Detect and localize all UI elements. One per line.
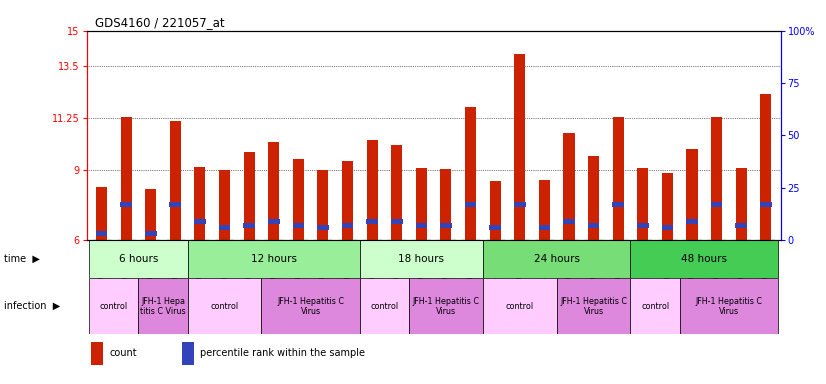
Bar	[317, 225, 329, 230]
Bar	[539, 225, 550, 230]
Bar	[194, 167, 206, 240]
Bar	[121, 202, 132, 207]
Text: JFH-1 Hepatitis C
Virus: JFH-1 Hepatitis C Virus	[560, 296, 627, 316]
Bar	[637, 168, 648, 240]
Bar	[188, 240, 360, 278]
Text: 18 hours: 18 hours	[398, 254, 444, 264]
Text: 24 hours: 24 hours	[534, 254, 580, 264]
Text: JFH-1 Hepatitis C
Virus: JFH-1 Hepatitis C Virus	[695, 296, 762, 316]
Bar	[409, 278, 483, 334]
Bar	[490, 181, 501, 240]
Text: infection  ▶: infection ▶	[4, 301, 60, 311]
Bar	[145, 189, 156, 240]
Bar	[588, 223, 600, 228]
Bar	[483, 278, 557, 334]
Text: percentile rank within the sample: percentile rank within the sample	[200, 348, 365, 358]
Bar	[440, 169, 452, 240]
Text: control: control	[370, 302, 398, 311]
Bar	[637, 223, 648, 228]
Bar	[366, 218, 378, 224]
Text: control: control	[100, 302, 128, 311]
Bar	[515, 54, 525, 240]
Bar	[539, 180, 550, 240]
Bar	[96, 231, 107, 236]
Bar	[557, 278, 630, 334]
Text: control: control	[641, 302, 669, 311]
Text: control: control	[506, 302, 534, 311]
Bar	[392, 145, 402, 240]
Bar	[391, 218, 402, 224]
Bar	[711, 117, 722, 240]
Bar	[169, 202, 181, 207]
Bar	[91, 342, 103, 365]
Bar	[760, 202, 771, 207]
Bar	[360, 278, 409, 334]
Bar	[317, 170, 329, 240]
Bar	[182, 342, 194, 365]
Bar	[244, 223, 255, 228]
Bar	[662, 172, 673, 240]
Text: GDS4160 / 221057_at: GDS4160 / 221057_at	[95, 16, 225, 29]
Bar	[139, 278, 188, 334]
Bar	[563, 218, 575, 224]
Bar	[268, 142, 279, 240]
Bar	[292, 159, 304, 240]
Bar	[588, 156, 599, 240]
Text: time  ▶: time ▶	[4, 254, 40, 264]
Bar	[188, 278, 261, 334]
Text: JFH-1 Hepa
titis C Virus: JFH-1 Hepa titis C Virus	[140, 296, 186, 316]
Bar	[89, 278, 139, 334]
Bar	[415, 168, 427, 240]
Bar	[736, 168, 747, 240]
Bar	[96, 187, 107, 240]
Bar	[735, 223, 747, 228]
Text: 48 hours: 48 hours	[681, 254, 728, 264]
Bar	[563, 133, 575, 240]
Text: control: control	[211, 302, 239, 311]
Bar	[219, 170, 230, 240]
Bar	[219, 225, 230, 230]
Bar	[686, 149, 697, 240]
Bar	[680, 278, 778, 334]
Text: JFH-1 Hepatitis C
Virus: JFH-1 Hepatitis C Virus	[278, 296, 344, 316]
Bar	[367, 140, 377, 240]
Bar	[360, 240, 483, 278]
Bar	[483, 240, 630, 278]
Bar	[268, 218, 279, 224]
Bar	[711, 202, 723, 207]
Bar	[261, 278, 360, 334]
Bar	[342, 161, 353, 240]
Bar	[415, 223, 427, 228]
Bar	[760, 94, 771, 240]
Bar	[489, 225, 501, 230]
Bar	[244, 152, 254, 240]
Bar	[342, 223, 354, 228]
Bar	[121, 117, 131, 240]
Bar	[194, 218, 206, 224]
Bar	[662, 225, 673, 230]
Bar	[170, 121, 181, 240]
Bar	[292, 223, 304, 228]
Text: 12 hours: 12 hours	[251, 254, 297, 264]
Bar	[613, 117, 624, 240]
Bar	[440, 223, 452, 228]
Text: JFH-1 Hepatitis C
Virus: JFH-1 Hepatitis C Virus	[412, 296, 479, 316]
Bar	[145, 231, 156, 236]
Bar	[465, 108, 476, 240]
Bar	[89, 240, 188, 278]
Bar	[465, 202, 477, 207]
Bar	[630, 240, 778, 278]
Text: 6 hours: 6 hours	[119, 254, 158, 264]
Bar	[686, 218, 698, 224]
Bar	[514, 202, 525, 207]
Bar	[630, 278, 680, 334]
Bar	[612, 202, 624, 207]
Text: count: count	[109, 348, 136, 358]
